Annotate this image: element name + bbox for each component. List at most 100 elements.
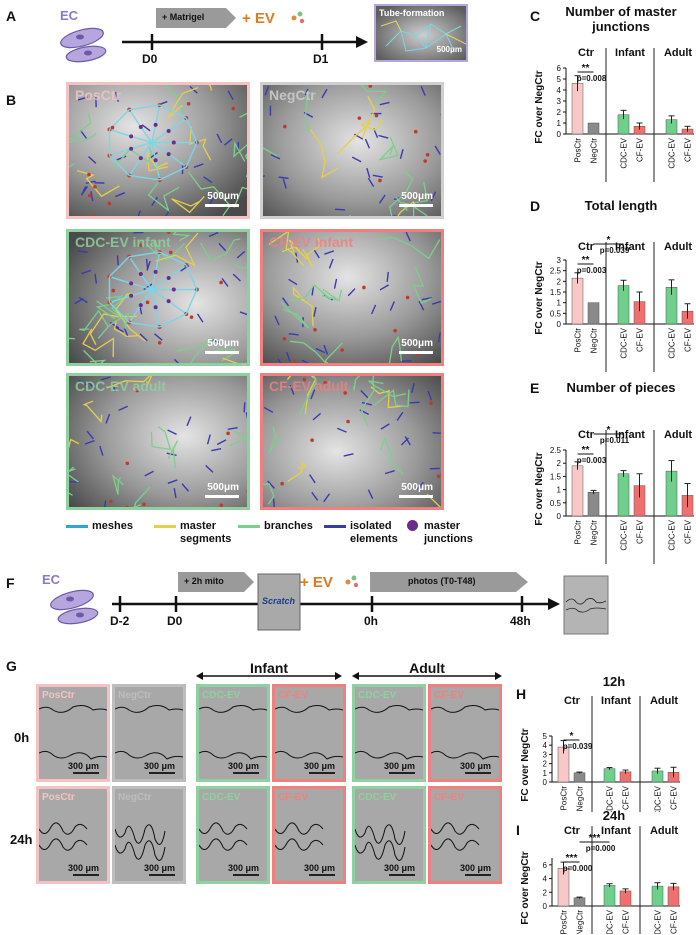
y-tick-label: 4 [557,86,562,95]
bar-chart-i: 24h 0 2 4 6 FC over NegCtr Ctr Infant Adult PosCt… [514,806,694,934]
y-tick-label: 6 [543,861,548,870]
timeline-a: EC + Matrigel + EV D0 D1 [30,4,375,74]
ec-label-a: EC [60,8,79,23]
scratch-tile-1-0: PosCtr 300 μm [36,786,110,884]
h0-label: 0h [364,614,379,628]
y-tick-label: 0.5 [550,309,562,318]
group-label: Adult [664,429,692,441]
legend-meshes: meshes [92,520,133,532]
scratch-tile-label: CF-EV [278,792,308,803]
category-label: CDC-EV [606,785,615,812]
ec-label-f: EC [42,572,61,587]
scratch-scale-label: 300 μm [383,761,415,771]
scratch-scale-bar [389,772,415,774]
micrograph-scale-bar [205,495,239,498]
significance-stars: *** [589,833,601,844]
scratch-scale-bar [465,874,491,876]
chart-title: Number of master junctions [565,4,677,34]
micrograph-scale-bar [399,351,433,354]
category-label: CDC-EV [668,137,677,168]
scratch-scale-label: 300 μm [303,863,335,873]
bar-chart-d: Total length 0 0.5 1 1.5 2 2.5 3 FC over NegCtr C… [528,194,694,378]
micrograph-scale-label: 500μm [207,191,239,202]
legend-branches: branches [264,520,313,532]
legend-isolated-1: isolated [350,520,392,532]
p-value: p=0.003 [577,456,607,465]
significance-stars: ** [582,63,590,74]
row-label-24h: 24h [10,832,33,847]
legend-swatch-isolated [324,525,346,528]
micrograph-title: CF-EV infant [269,234,353,250]
panel-letter-a: A [6,8,17,24]
scratch-tile-1-3: CF-EV 300 μm [272,786,346,884]
y-tick-label: 1.5 [550,472,562,481]
y-tick-label: 0 [557,320,562,329]
p-value: p=0.008 [577,74,607,83]
bar-chart-h: 12h 0 1 2 3 4 5 FC over NegCtr Ctr Infant Adult Pos… [514,672,694,812]
p-value: p=0.039 [600,246,630,255]
micrograph-scale-label: 500μm [401,338,433,349]
group-label: Infant [601,825,631,837]
category-label: PosCtr [560,910,569,934]
scratch-tile-label: CDC-EV [358,690,397,701]
y-tick-label: 1 [557,299,562,308]
p-value: p=0.000 [563,864,593,873]
scratch-tile-label: NegCtr [118,792,152,803]
y-axis-label: FC over NegCtr [520,728,531,801]
micrograph-scale-label: 500μm [401,191,433,202]
bar-2 [617,473,630,517]
y-tick-label: 5 [543,732,548,741]
scratch-tile-1-1: NegCtr 300 μm [112,786,186,884]
scratch-tile-0-0: PosCtr 300 μm [36,684,110,782]
category-label: NegCtr [590,328,599,354]
y-tick-label: 2 [543,760,548,769]
panel-letter-b: B [6,92,17,108]
y-tick-label: 0 [557,130,562,139]
significance-stars: ** [582,445,590,456]
scratch-tile-0-4: CDC-EV 300 μm [352,684,426,782]
category-label: CF-EV [622,909,631,934]
micrograph-tile-2: CDC-EV infant 500μm [66,229,250,366]
y-tick-label: 0.5 [550,499,562,508]
category-label: CF-EV [622,785,631,810]
scratch-tile-label: PosCtr [42,690,75,701]
timeline-a-graphic [60,8,368,63]
y-tick-label: 2 [557,277,562,286]
group-label: Infant [615,429,645,441]
scratch-scale-bar [465,772,491,774]
y-tick-label: 0 [557,512,562,521]
y-axis-label: FC over NegCtr [534,70,545,143]
mito-arrow [178,572,254,592]
micrograph-tile-1: NegCtr 500μm [260,82,444,219]
category-label: CF-EV [684,519,693,544]
chart-title: Total length [584,198,658,213]
legend-swatch-branches [238,525,260,528]
category-label: PosCtr [574,328,583,353]
micrograph-tile-4: CDC-EV adult 500μm [66,373,250,510]
scratch-tile-0-5: CF-EV 300 μm [428,684,502,782]
significance-stars: * [607,425,611,436]
bar-1 [587,491,600,517]
micrograph-scale-label: 500μm [207,482,239,493]
y-tick-label: 1 [557,119,562,128]
chart-svg: 0 0.5 1 1.5 2 2.5 FC over NegCtr Ctr Infant Adult… [534,425,694,564]
group-label: Ctr [578,47,595,59]
category-label: CF-EV [670,785,679,810]
y-tick-label: 5 [557,75,562,84]
legend-isolated-2: elements [350,533,398,545]
category-label: CDC-EV [606,909,615,934]
scratch-tile-label: CF-EV [434,690,464,701]
category-label: CF-EV [684,327,693,352]
legend-master-segments-2: segments [180,533,232,545]
scratch-scale-bar [389,874,415,876]
h48-label: 48h [510,614,531,628]
group-label: Ctr [564,825,581,837]
panel-letter-f: F [6,575,15,591]
y-tick-label: 2 [543,888,548,897]
tube-formation-title: Tube-formation [379,8,445,18]
ev-label-a: + EV [242,10,275,27]
y-tick-label: 3 [543,750,548,759]
scratch-scale-bar [233,772,259,774]
